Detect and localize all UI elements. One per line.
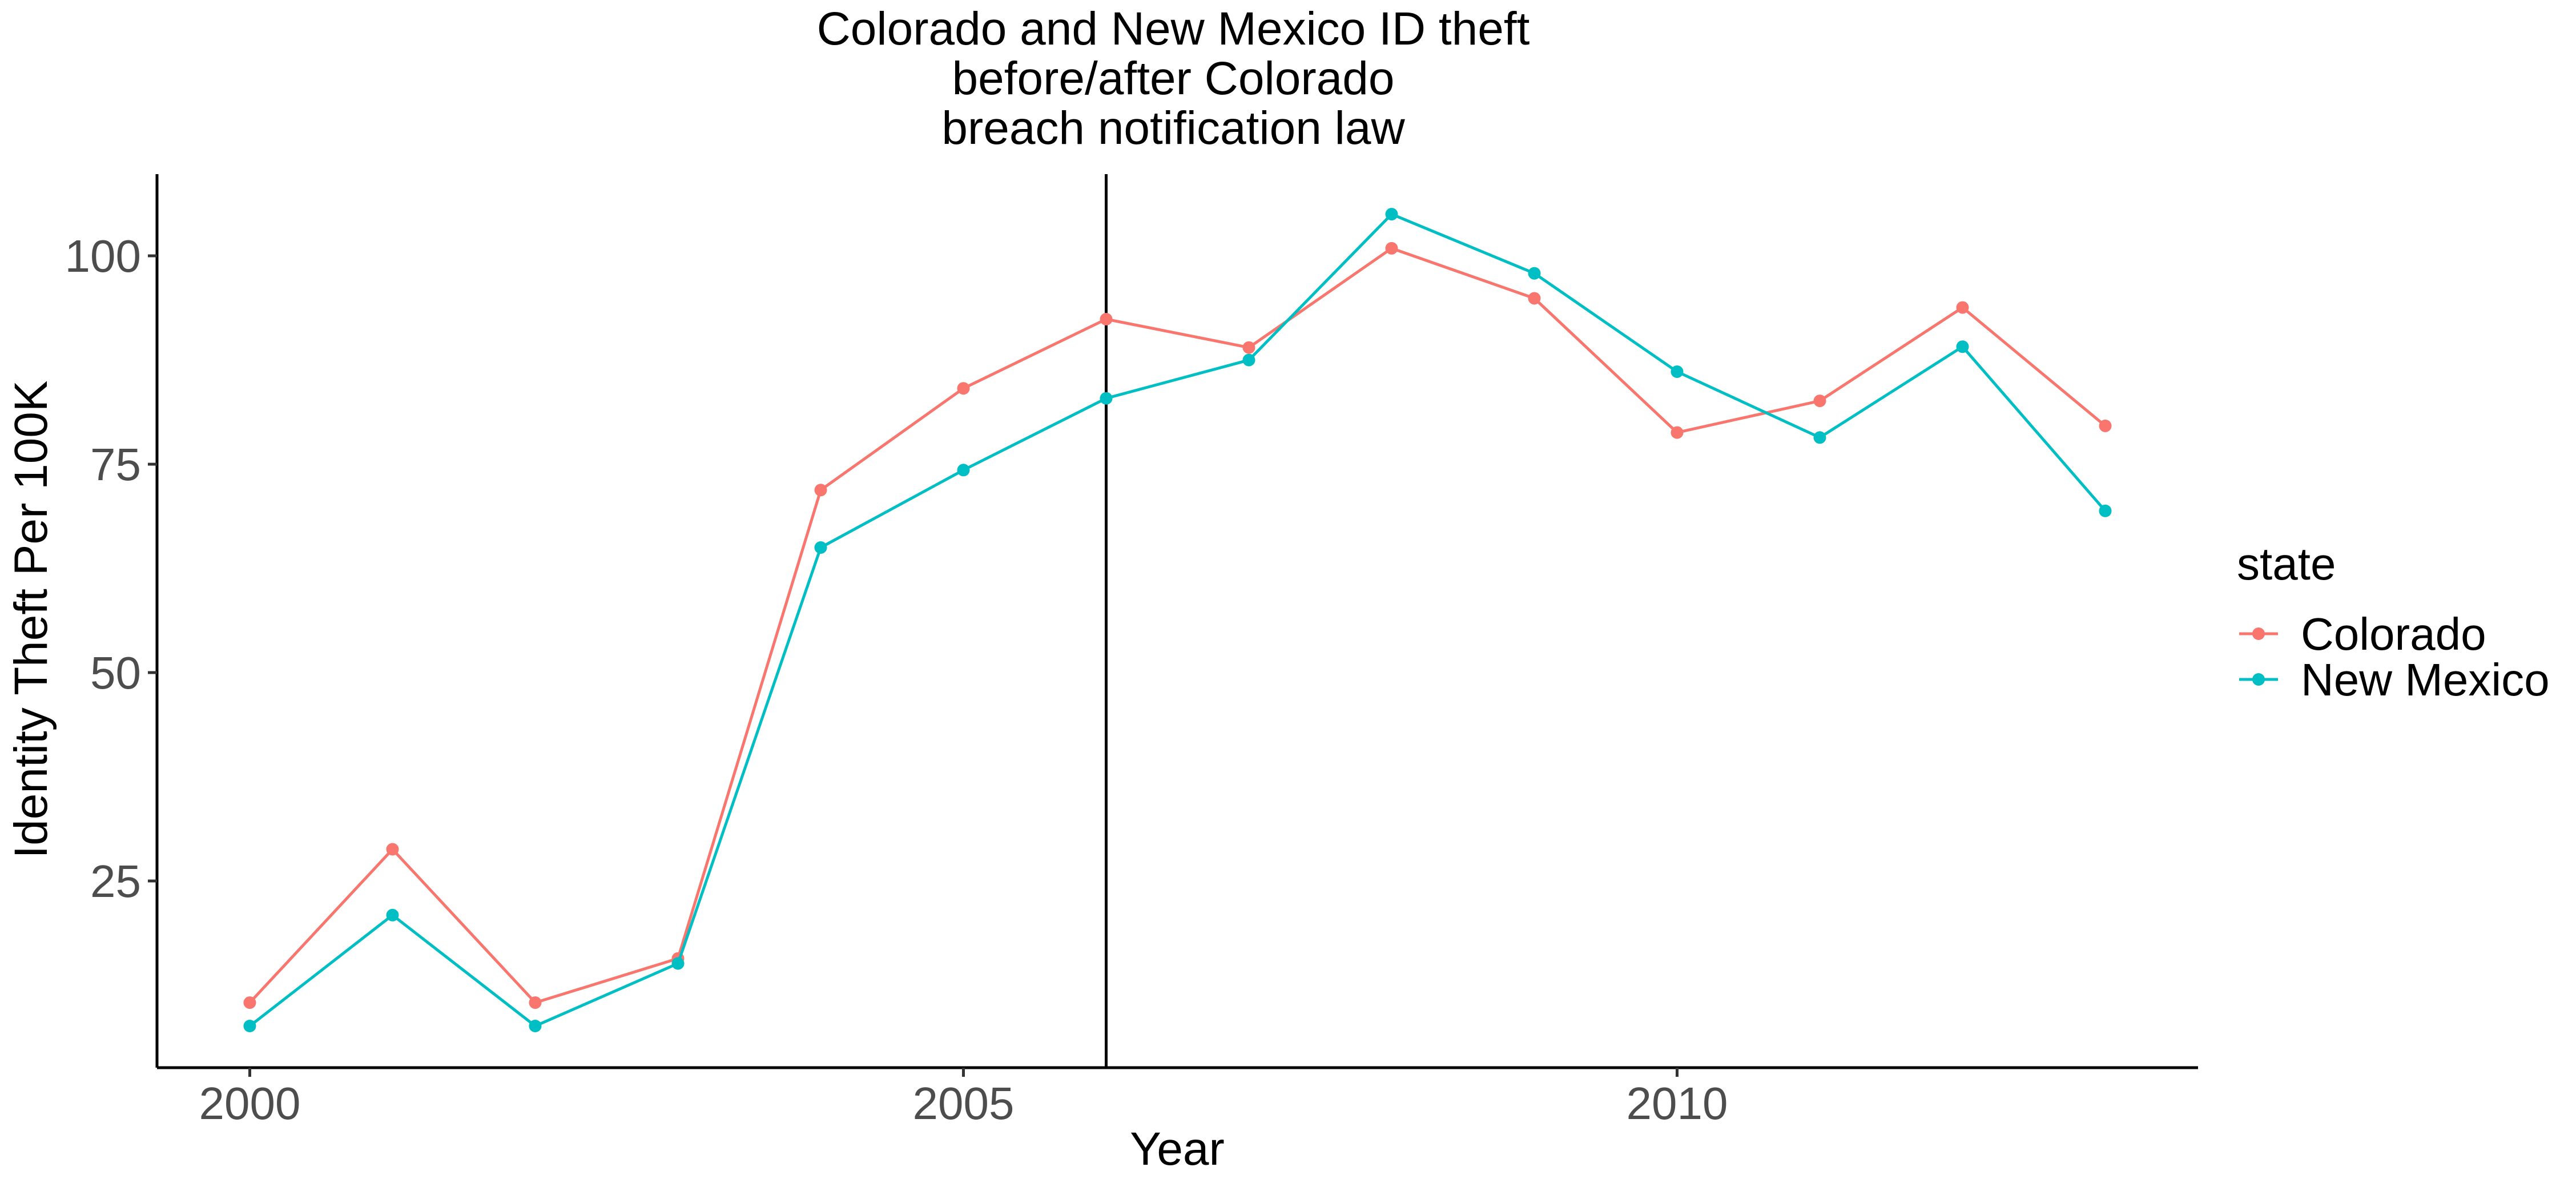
- data-point-new-mexico: [814, 541, 827, 554]
- legend-item-colorado: Colorado: [2239, 609, 2486, 659]
- series-new-mexico: [243, 208, 2112, 1032]
- legend-item-new-mexico: New Mexico: [2239, 654, 2550, 705]
- data-point-new-mexico: [957, 464, 970, 477]
- data-point-new-mexico: [529, 1020, 542, 1032]
- legend-key-point: [2252, 673, 2265, 686]
- series-line-new-mexico: [248, 212, 2107, 1028]
- x-axis-title: Year: [1130, 1123, 1225, 1175]
- chart-title-line-1: Colorado and New Mexico ID theft: [817, 3, 1530, 55]
- data-point-new-mexico: [1813, 431, 1826, 444]
- data-point-colorado: [1385, 242, 1398, 255]
- data-point-new-mexico: [1528, 267, 1541, 280]
- x-tick-label: 2005: [913, 1078, 1015, 1129]
- legend-key-point: [2252, 627, 2265, 640]
- y-tick-label: 75: [90, 439, 141, 490]
- data-point-new-mexico: [1385, 208, 1398, 221]
- data-point-colorado: [1100, 313, 1113, 325]
- y-tick-label: 25: [90, 856, 141, 907]
- legend-label-new-mexico: New Mexico: [2301, 654, 2550, 705]
- x-tick-label: 2000: [199, 1078, 301, 1129]
- data-point-colorado: [2099, 419, 2112, 432]
- data-point-colorado: [529, 996, 542, 1009]
- series-colorado: [243, 242, 2112, 1009]
- data-point-new-mexico: [671, 957, 685, 970]
- data-point-colorado: [814, 484, 827, 497]
- x-axis-ticks: 2000 2005 2010: [199, 1068, 1728, 1129]
- data-point-new-mexico: [386, 908, 399, 922]
- data-point-colorado: [1242, 341, 1255, 354]
- data-point-new-mexico: [1671, 365, 1684, 378]
- legend: state Colorado New Mexico: [2237, 538, 2550, 705]
- data-point-colorado: [1956, 301, 1969, 314]
- y-axis-title: Identity Theft Per 100K: [5, 380, 57, 858]
- data-point-new-mexico: [2099, 504, 2112, 517]
- data-point-new-mexico: [1956, 340, 1969, 353]
- data-point-colorado: [1528, 292, 1541, 305]
- series-line-colorado: [248, 247, 2107, 1004]
- y-tick-label: 50: [90, 647, 141, 698]
- legend-label-colorado: Colorado: [2301, 609, 2486, 659]
- data-point-colorado: [957, 382, 970, 395]
- chart-title-line-2: before/after Colorado: [952, 53, 1395, 104]
- data-point-colorado: [1813, 395, 1826, 408]
- x-tick-label: 2010: [1627, 1078, 1728, 1129]
- data-point-new-mexico: [1100, 392, 1113, 405]
- legend-title: state: [2237, 538, 2336, 589]
- y-tick-label: 100: [65, 231, 141, 281]
- data-point-new-mexico: [243, 1020, 256, 1032]
- chart-title-line-3: breach notification law: [941, 102, 1405, 154]
- data-point-new-mexico: [1242, 353, 1255, 367]
- y-axis-ticks: 25 50 75 100: [65, 231, 157, 907]
- data-point-colorado: [386, 843, 399, 856]
- series-layer: [243, 208, 2112, 1032]
- data-point-colorado: [1671, 426, 1684, 439]
- data-point-colorado: [243, 996, 256, 1009]
